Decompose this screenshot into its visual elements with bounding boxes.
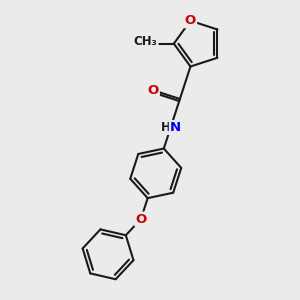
Text: CH₃: CH₃: [134, 35, 158, 48]
Text: O: O: [135, 213, 146, 226]
Text: N: N: [170, 121, 181, 134]
Text: O: O: [148, 84, 159, 97]
Text: O: O: [185, 14, 196, 27]
Text: H: H: [160, 121, 170, 134]
